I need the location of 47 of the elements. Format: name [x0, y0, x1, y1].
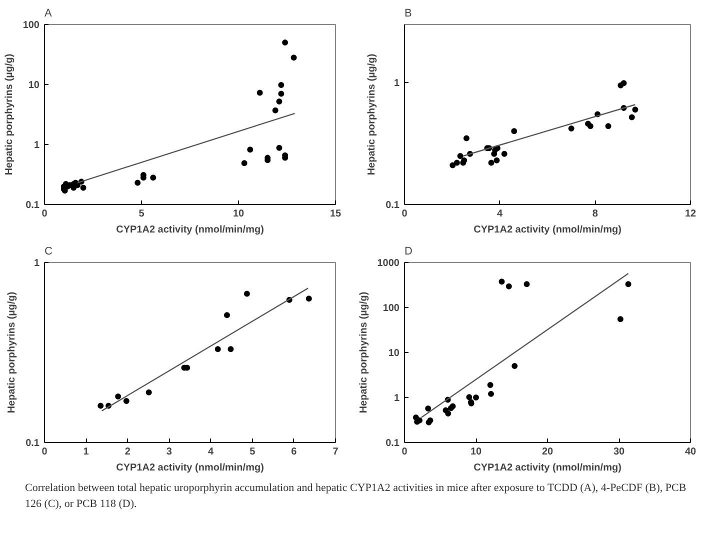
y-tick-label: 1 [394, 78, 400, 90]
y-tick-label: 1 [394, 393, 400, 404]
x-tick-label: 0 [402, 446, 408, 458]
y-tick-label: 100 [22, 20, 40, 31]
x-tick-label: 4 [497, 208, 504, 220]
x-tick-label: 30 [613, 446, 625, 458]
x-tick-label: 12 [684, 208, 696, 220]
x-tick-label: 4 [208, 446, 214, 458]
y-tick-label: 0.1 [26, 200, 40, 211]
y-tick-label: 10 [28, 80, 40, 91]
y-axis-title: Hepatic porphyrins (µg/g) [366, 54, 378, 176]
x-tick-label: 0 [42, 208, 48, 220]
x-tick-label: 10 [232, 208, 244, 220]
x-tick-label: 1 [83, 446, 90, 458]
y-axis-title: Hepatic porphyrins (µg/g) [358, 292, 370, 414]
x-axis-title: CYP1A2 activity (nmol/min/mg) [116, 224, 264, 236]
x-tick-label: 8 [592, 208, 598, 220]
chart-title: D [404, 246, 412, 258]
y-axis-title: Hepatic porphyrins (µg/g) [6, 292, 18, 414]
y-tick-label: 1000 [377, 258, 400, 269]
y-tick-label: 1 [34, 258, 40, 269]
y-tick-label: 0.1 [26, 438, 40, 449]
x-tick-label: 6 [291, 446, 298, 458]
x-axis-title: CYP1A2 activity (nmol/min/mg) [116, 462, 264, 474]
y-tick-label: 0.1 [386, 438, 400, 449]
y-tick-label: 100 [382, 303, 400, 314]
x-tick-label: 2 [124, 446, 131, 458]
x-axis-title: CYP1A2 activity (nmol/min/mg) [474, 224, 622, 236]
x-tick-label: 20 [542, 446, 554, 458]
x-tick-label: 5 [138, 208, 145, 220]
x-tick-label: 40 [684, 446, 696, 458]
x-axis-title: CYP1A2 activity (nmol/min/mg) [474, 462, 622, 474]
chart-title: B [404, 8, 412, 20]
y-axis-title: Hepatic porphyrins (µg/g) [4, 54, 15, 176]
x-tick-label: 10 [470, 446, 482, 458]
x-tick-label: 0 [42, 446, 48, 458]
x-tick-label: 7 [332, 446, 339, 458]
y-tick-label: 10 [388, 348, 400, 359]
y-tick-label: 1 [34, 140, 40, 151]
x-tick-label: 15 [330, 208, 342, 220]
chart-title: C [44, 246, 52, 258]
text: Correlation between total hepatic uroporphyrin accumulation and hepatic CYP1A2 activities in mice after exposure to TCDD (A), 4-PeCDF (B), PCB 126 (C), or PCB 118 (D). [25, 481, 688, 512]
y-tick-label: 0.1 [386, 200, 400, 211]
chart-title: A [44, 8, 52, 20]
x-tick-label: 0 [402, 208, 408, 220]
x-tick-label: 3 [166, 446, 172, 458]
x-tick-label: 5 [250, 446, 256, 458]
